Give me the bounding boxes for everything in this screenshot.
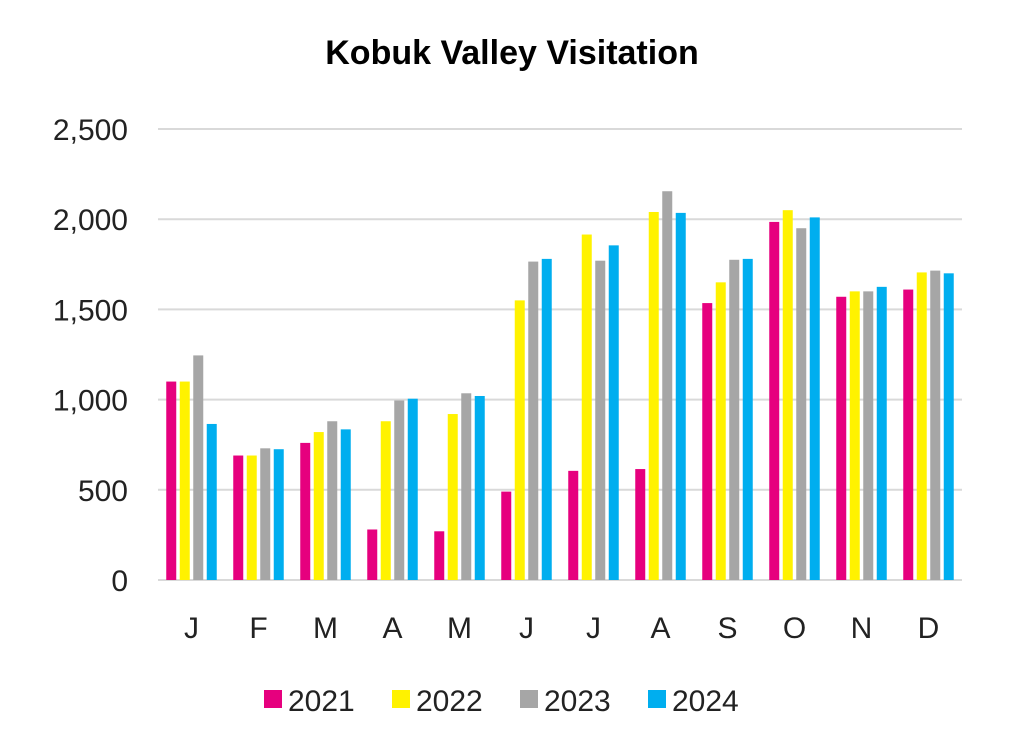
bar-2021-8 bbox=[702, 303, 713, 580]
bar-2021-4 bbox=[434, 531, 445, 580]
legend-swatch-2022 bbox=[392, 690, 410, 708]
legend-label: 2024 bbox=[672, 685, 739, 718]
y-axis: 0 500 1,000 1,500 2,000 2,500 bbox=[53, 114, 128, 598]
legend-label: 2023 bbox=[544, 685, 611, 718]
bar-2021-11 bbox=[903, 289, 914, 580]
bar-2022-3 bbox=[380, 421, 391, 580]
bar-2022-10 bbox=[849, 291, 860, 580]
bar-2023-8 bbox=[729, 259, 740, 580]
bar-2021-5 bbox=[501, 491, 512, 580]
bar-2024-0 bbox=[206, 423, 217, 580]
bar-2023-5 bbox=[528, 261, 539, 580]
x-tick-label: D bbox=[918, 612, 940, 645]
legend-label: 2022 bbox=[416, 685, 483, 718]
bar-2024-3 bbox=[407, 398, 418, 580]
bar-2024-2 bbox=[340, 429, 351, 580]
bar-2023-3 bbox=[394, 400, 405, 580]
bar-2023-0 bbox=[193, 355, 204, 580]
x-tick-label: O bbox=[783, 612, 806, 645]
bar-2023-9 bbox=[796, 228, 807, 580]
chart-title: Kobuk Valley Visitation bbox=[325, 34, 699, 72]
bar-2021-3 bbox=[367, 529, 378, 580]
bar-2024-5 bbox=[541, 258, 552, 580]
bar-2024-7 bbox=[675, 212, 686, 581]
bar-2023-1 bbox=[260, 448, 271, 580]
bar-2021-7 bbox=[635, 469, 646, 580]
bar-2024-6 bbox=[608, 245, 619, 580]
x-tick-label: A bbox=[382, 612, 402, 645]
bar-2021-0 bbox=[166, 381, 177, 580]
bar-2022-5 bbox=[514, 300, 525, 580]
bar-2022-11 bbox=[916, 272, 927, 580]
y-tick-label: 1,500 bbox=[53, 294, 128, 327]
bar-2024-10 bbox=[876, 286, 887, 580]
x-tick-label: N bbox=[851, 612, 873, 645]
x-tick-label: J bbox=[519, 612, 534, 645]
bar-2024-8 bbox=[742, 258, 753, 580]
bar-2024-9 bbox=[809, 217, 820, 580]
y-tick-label: 0 bbox=[111, 565, 128, 598]
bar-2024-4 bbox=[474, 395, 485, 580]
bar-2021-1 bbox=[233, 455, 244, 580]
y-tick-label: 1,000 bbox=[53, 385, 128, 418]
bar-2022-4 bbox=[447, 414, 458, 580]
legend: 2021 2022 2023 2024 bbox=[264, 685, 739, 718]
x-tick-label: S bbox=[717, 612, 737, 645]
x-tick-label: M bbox=[447, 612, 472, 645]
bar-2021-9 bbox=[769, 221, 780, 580]
bars bbox=[166, 191, 954, 581]
bar-2022-2 bbox=[313, 432, 324, 580]
bar-2024-11 bbox=[943, 273, 954, 580]
x-tick-label: J bbox=[184, 612, 199, 645]
bar-2024-1 bbox=[273, 449, 284, 580]
bar-2022-1 bbox=[246, 455, 257, 580]
bar-2022-8 bbox=[715, 282, 726, 580]
bar-2022-0 bbox=[179, 381, 190, 580]
y-tick-label: 2,000 bbox=[53, 204, 128, 237]
bar-2023-7 bbox=[662, 191, 673, 580]
legend-swatch-2024 bbox=[648, 690, 666, 708]
y-tick-label: 500 bbox=[78, 475, 128, 508]
x-tick-label: A bbox=[650, 612, 670, 645]
bar-2023-11 bbox=[930, 270, 941, 580]
x-tick-label: J bbox=[586, 612, 601, 645]
legend-label: 2021 bbox=[288, 685, 355, 718]
bar-2021-2 bbox=[300, 442, 311, 580]
legend-swatch-2021 bbox=[264, 690, 282, 708]
bar-2023-4 bbox=[461, 393, 472, 580]
legend-swatch-2023 bbox=[520, 690, 538, 708]
bar-2022-9 bbox=[782, 210, 793, 580]
bar-2023-2 bbox=[327, 421, 338, 580]
x-tick-label: F bbox=[249, 612, 267, 645]
bar-2021-6 bbox=[568, 470, 579, 580]
bar-2022-6 bbox=[581, 234, 592, 580]
bar-2023-10 bbox=[863, 291, 874, 580]
gridlines bbox=[158, 128, 962, 581]
bar-2022-7 bbox=[648, 211, 659, 580]
bar-2021-10 bbox=[836, 296, 847, 580]
y-tick-label: 2,500 bbox=[53, 114, 128, 147]
x-tick-label: M bbox=[313, 612, 338, 645]
bar-2023-6 bbox=[595, 260, 606, 580]
